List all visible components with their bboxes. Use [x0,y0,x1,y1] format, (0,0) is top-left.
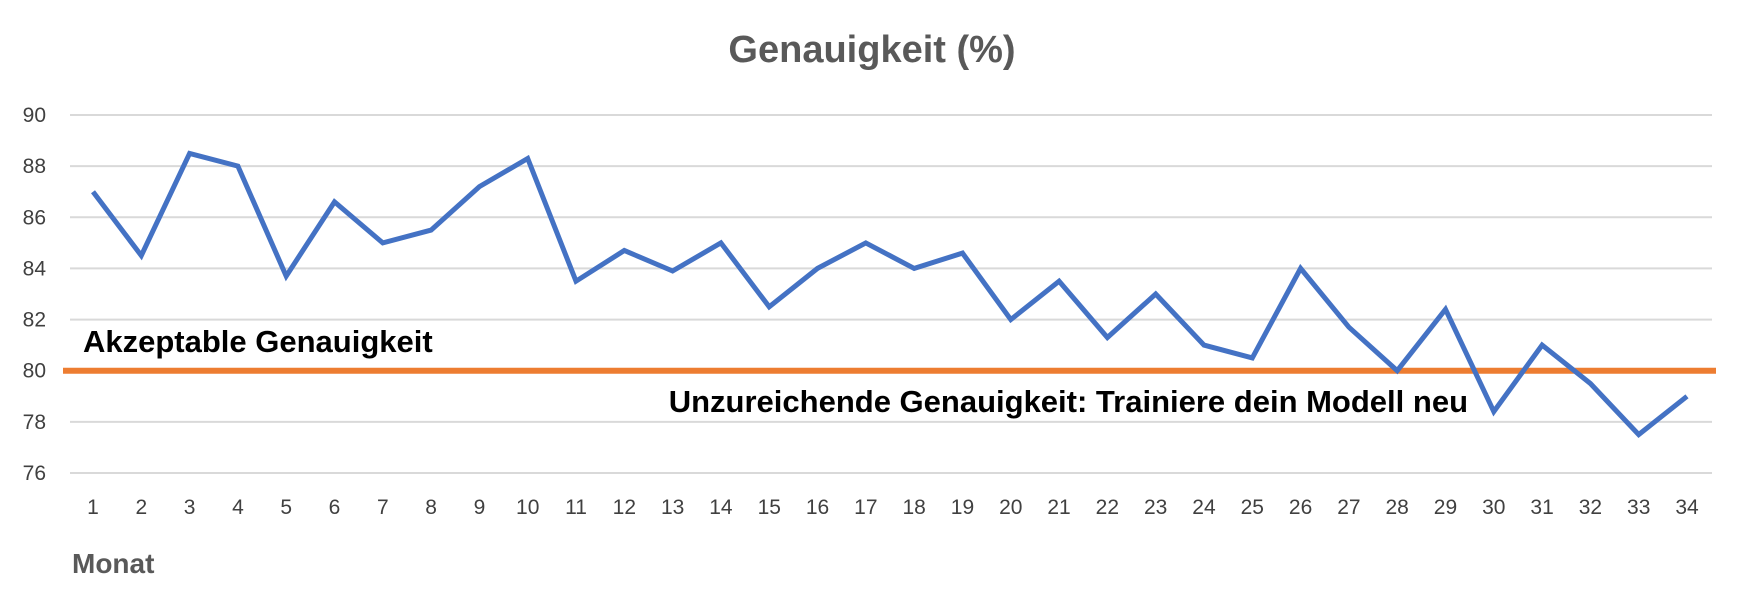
x-tick-label: 1 [87,496,99,519]
x-tick-label: 12 [613,496,636,519]
x-tick-label: 2 [135,496,147,519]
y-tick-label: 78 [23,411,46,434]
gridlines [70,114,1712,474]
x-tick-label: 25 [1241,496,1264,519]
x-tick-label: 29 [1434,496,1457,519]
x-tick-label: 15 [758,496,781,519]
x-tick-label: 22 [1096,496,1119,519]
x-tick-label: 8 [425,496,437,519]
y-tick-label: 82 [23,309,46,332]
x-axis-ticks: 1 2 3 4 5 6 7 8 9 10 11 12 13 14 15 16 17 18 19 20 21 22 23 24 2… [87,496,1699,519]
x-tick-label: 6 [329,496,341,519]
y-axis-ticks: 90 88 86 84 82 80 78 76 [23,104,47,485]
x-tick-label: 11 [565,496,587,519]
x-tick-label: 10 [516,496,539,519]
x-tick-label: 26 [1289,496,1312,519]
x-tick-label: 18 [902,496,925,519]
x-tick-label: 27 [1337,496,1360,519]
y-tick-label: 84 [23,257,47,280]
acceptable-accuracy-annotation: Akzeptable Genauigkeit [83,324,433,359]
x-tick-label: 34 [1675,496,1699,519]
x-tick-label: 30 [1482,496,1505,519]
y-tick-label: 86 [23,206,46,229]
x-axis-label: Monat [72,548,154,579]
x-tick-label: 7 [377,496,389,519]
x-tick-label: 31 [1530,496,1553,519]
x-tick-label: 28 [1386,496,1409,519]
x-tick-label: 33 [1627,496,1650,519]
y-tick-label: 76 [23,462,46,485]
x-tick-label: 17 [854,496,877,519]
x-tick-label: 20 [999,496,1022,519]
x-tick-label: 5 [280,496,292,519]
y-tick-label: 80 [23,360,46,383]
x-tick-label: 21 [1047,496,1070,519]
x-tick-label: 19 [951,496,974,519]
insufficient-accuracy-annotation: Unzureichende Genauigkeit: Trainiere dei… [669,384,1468,419]
x-tick-label: 23 [1144,496,1167,519]
x-tick-label: 13 [661,496,684,519]
x-tick-label: 16 [806,496,829,519]
x-tick-label: 4 [232,496,244,519]
x-tick-label: 24 [1192,496,1216,519]
x-tick-label: 9 [474,496,486,519]
y-tick-label: 88 [23,155,46,178]
x-tick-label: 14 [709,496,733,519]
chart-title: Genauigkeit (%) [728,29,1015,71]
y-tick-label: 90 [23,104,46,127]
accuracy-series-line [91,150,1689,438]
x-tick-label: 32 [1579,496,1602,519]
x-tick-label: 3 [184,496,196,519]
